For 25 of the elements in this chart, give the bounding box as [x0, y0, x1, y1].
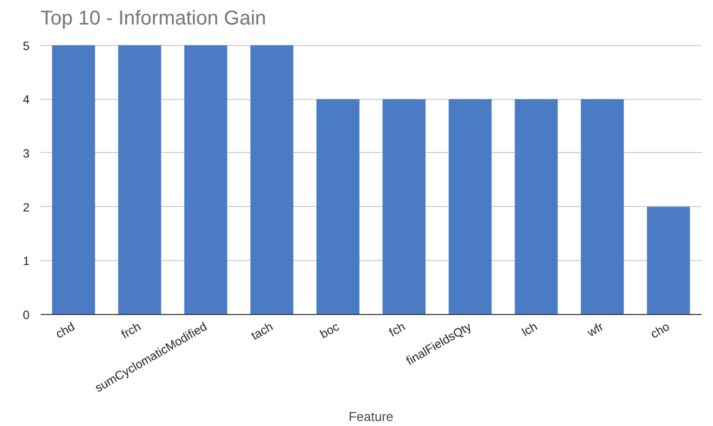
x-tick-label: lch	[519, 319, 540, 340]
bar	[250, 45, 294, 314]
x-tick-label: fch	[386, 319, 408, 340]
y-tick-label: 2	[22, 200, 30, 214]
x-tick-label: boc	[318, 319, 342, 342]
y-tick-label: 1	[22, 254, 30, 268]
bar	[580, 99, 624, 314]
bar	[646, 206, 690, 314]
x-tick-label: wfr	[584, 319, 606, 340]
bar	[514, 99, 558, 314]
chart-title: Top 10 - Information Gain	[40, 8, 266, 30]
x-tick-label: tach	[248, 319, 276, 343]
bar	[316, 99, 360, 314]
y-tick-label: 3	[22, 146, 30, 160]
bar	[184, 45, 228, 314]
bar	[52, 45, 96, 314]
bar	[118, 45, 162, 314]
y-tick-label: 0	[22, 308, 30, 322]
y-tick-label: 5	[22, 38, 30, 53]
bar	[448, 99, 492, 314]
bar	[382, 99, 426, 314]
x-tick-label: cho	[648, 319, 672, 342]
y-tick-label: 4	[22, 92, 30, 107]
x-tick-label: chd	[53, 319, 78, 342]
x-axis-title: Feature	[348, 408, 394, 424]
